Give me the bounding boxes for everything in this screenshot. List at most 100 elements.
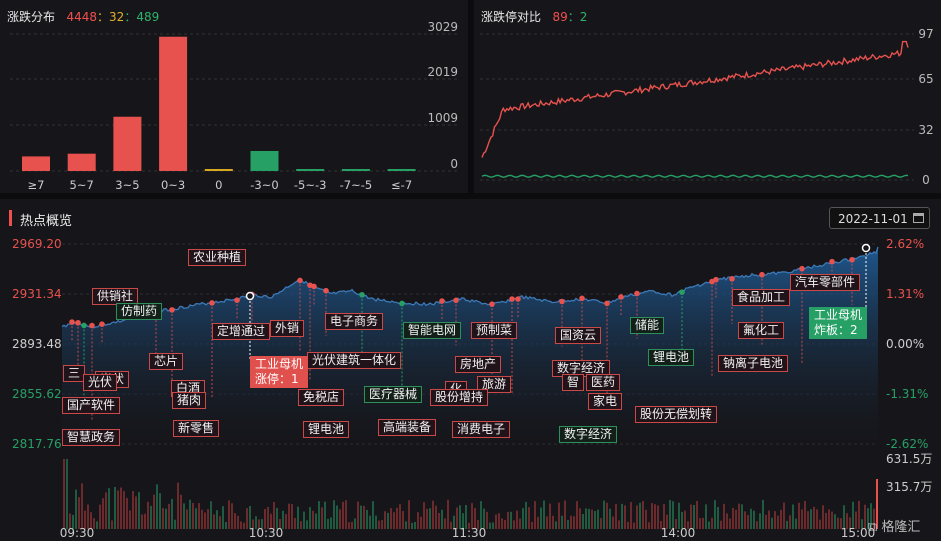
hotspot-tag[interactable]: 消费电子	[452, 421, 511, 438]
event-dot	[489, 301, 495, 307]
event-dot	[579, 295, 585, 302]
distribution-panel: 涨跌分布 4448：32：489 3029 2019 1009 0 ≥7 5~7 3~5 0~…	[0, 0, 468, 193]
bar	[250, 150, 279, 171]
hotspot-tag[interactable]: 猪肉	[172, 392, 207, 409]
hotspot-tag[interactable]: 股份增持	[430, 389, 489, 406]
distribution-bar-chart: 3029 2019 1009 0 ≥7 5~7 3~5 0~3 0 -3~0 -5~-3 -7~-5 ≤…	[10, 20, 458, 192]
hotspot-tag[interactable]: 新零售	[173, 420, 220, 437]
event-dot	[234, 297, 240, 304]
calendar-icon[interactable]	[913, 213, 924, 223]
hotspot-tag[interactable]: 智	[562, 374, 585, 391]
category-label: -5~-3	[294, 178, 327, 192]
event-dot	[559, 298, 565, 305]
pct-tick-label: -2.62%	[886, 437, 928, 451]
event-dot	[439, 298, 445, 304]
event-dot	[311, 283, 317, 290]
volume-tick-label: 631.5万	[886, 452, 932, 466]
event-dot	[453, 297, 459, 304]
hotspot-tag[interactable]: 外销	[270, 320, 305, 337]
bar	[67, 153, 96, 171]
hotspot-tag[interactable]: 预制菜	[471, 322, 518, 339]
hotspot-tag[interactable]: 房地产	[455, 356, 502, 373]
hotspot-tag[interactable]: 医药	[586, 374, 621, 391]
hotspot-tag[interactable]: 汽车零部件	[790, 274, 861, 291]
event-dot	[99, 321, 105, 328]
hotspot-tag[interactable]: 锂电池	[648, 349, 695, 366]
hotspot-tag[interactable]: 农业种植	[188, 249, 247, 266]
callout-dot-left	[245, 291, 255, 301]
category-label: 5~7	[70, 178, 94, 192]
hotspot-tag[interactable]: 免税店	[298, 389, 345, 406]
hotspot-tag[interactable]: 定增通过	[212, 323, 271, 340]
hotspot-tag[interactable]: 高端装备	[378, 419, 437, 436]
time-tick-label: 15:00	[841, 526, 876, 540]
hotspot-tag[interactable]: 智慧政务	[62, 429, 121, 446]
hotspot-tag[interactable]: 国产软件	[62, 397, 121, 414]
y-tick-label: 32	[918, 123, 933, 137]
y-tick-label: 97	[918, 27, 933, 41]
price-tick-label: 2931.34	[12, 287, 62, 301]
hotspot-tag[interactable]: 氟化工	[738, 322, 785, 339]
event-dot	[604, 300, 610, 307]
hotspot-tag[interactable]: 芯片	[149, 353, 184, 370]
watermark-logo: ⧉ 格隆汇	[868, 520, 921, 535]
category-label: ≥7	[28, 178, 45, 192]
limit-compare-title: 涨跌停对比	[481, 10, 542, 24]
time-tick-label: 09:30	[60, 526, 95, 540]
hotspot-tag[interactable]: 股份无偿划转	[635, 406, 718, 423]
callout-title: 工业母机	[814, 308, 863, 322]
volume-tick-label: 315.7万	[886, 480, 932, 494]
event-dot	[515, 296, 521, 302]
hotspot-tag[interactable]: 锂电池	[303, 421, 350, 438]
hotspot-tag[interactable]: 数字经济	[559, 426, 618, 443]
category-label: 0	[215, 178, 222, 192]
bar	[341, 169, 370, 171]
hotspot-title: 热点概览	[20, 214, 73, 229]
category-label: 3~5	[115, 178, 139, 192]
y-tick-label: 0	[450, 157, 458, 171]
callout-broken-limit[interactable]: 工业母机 炸板：2	[809, 307, 868, 339]
y-tick-label: 65	[918, 72, 933, 86]
category-label: -7~-5	[340, 178, 373, 192]
bar	[204, 169, 233, 171]
price-tick-label: 2855.62	[12, 387, 62, 401]
event-dot	[799, 265, 805, 272]
time-tick-label: 14:00	[661, 526, 696, 540]
hotspot-tag[interactable]: 光伏	[83, 374, 118, 391]
hotspot-tag[interactable]: 光伏建筑一体化	[307, 352, 402, 369]
event-dot	[75, 319, 81, 326]
pct-tick-label: 1.31%	[886, 287, 924, 301]
bar	[113, 116, 142, 171]
event-dot	[209, 300, 215, 306]
bar	[387, 169, 416, 171]
hotspot-tag[interactable]: 食品加工	[732, 289, 791, 306]
date-value: 2022-11-01	[838, 212, 908, 226]
hotspot-tag[interactable]: 家电	[588, 393, 623, 410]
event-dot	[618, 294, 624, 300]
hotspot-tag[interactable]: 电子商务	[325, 313, 384, 330]
index-area	[62, 247, 878, 444]
pct-tick-label: 0.00%	[886, 337, 924, 351]
callout-limit-up[interactable]: 工业母机 涨停：1	[250, 356, 309, 388]
hotspot-tag[interactable]: 储能	[630, 317, 665, 334]
hotspot-tag[interactable]: 国资云	[555, 327, 602, 344]
distribution-title-row: 涨跌分布 4448：32：489	[7, 10, 160, 24]
hotspot-tag[interactable]: 钠离子电池	[718, 355, 789, 372]
limit-compare-panel: 涨跌停对比 89：2 97 65 32 0	[474, 0, 941, 193]
date-picker[interactable]: 2022-11-01	[829, 207, 930, 229]
hotspot-tag[interactable]: 旅游	[477, 376, 512, 393]
index-line	[61, 246, 879, 329]
callout-count: 炸板：2	[814, 323, 858, 337]
event-dot	[89, 322, 95, 329]
hotspot-tag[interactable]: 医疗器械	[364, 386, 423, 403]
hotspot-tag[interactable]: 仿制药	[116, 303, 163, 320]
y-tick-label: 3029	[427, 20, 458, 34]
pct-tick-label: -1.31%	[886, 387, 928, 401]
hotspot-tag[interactable]: 三	[63, 365, 86, 382]
title-accent	[9, 210, 12, 226]
hotspot-tag[interactable]: 智能电网	[403, 322, 462, 339]
callout-dot-right	[861, 243, 871, 253]
callout-title: 工业母机	[255, 357, 304, 371]
flat-count: 32	[109, 10, 125, 24]
hotspot-tag[interactable]: 供销社	[92, 288, 139, 305]
